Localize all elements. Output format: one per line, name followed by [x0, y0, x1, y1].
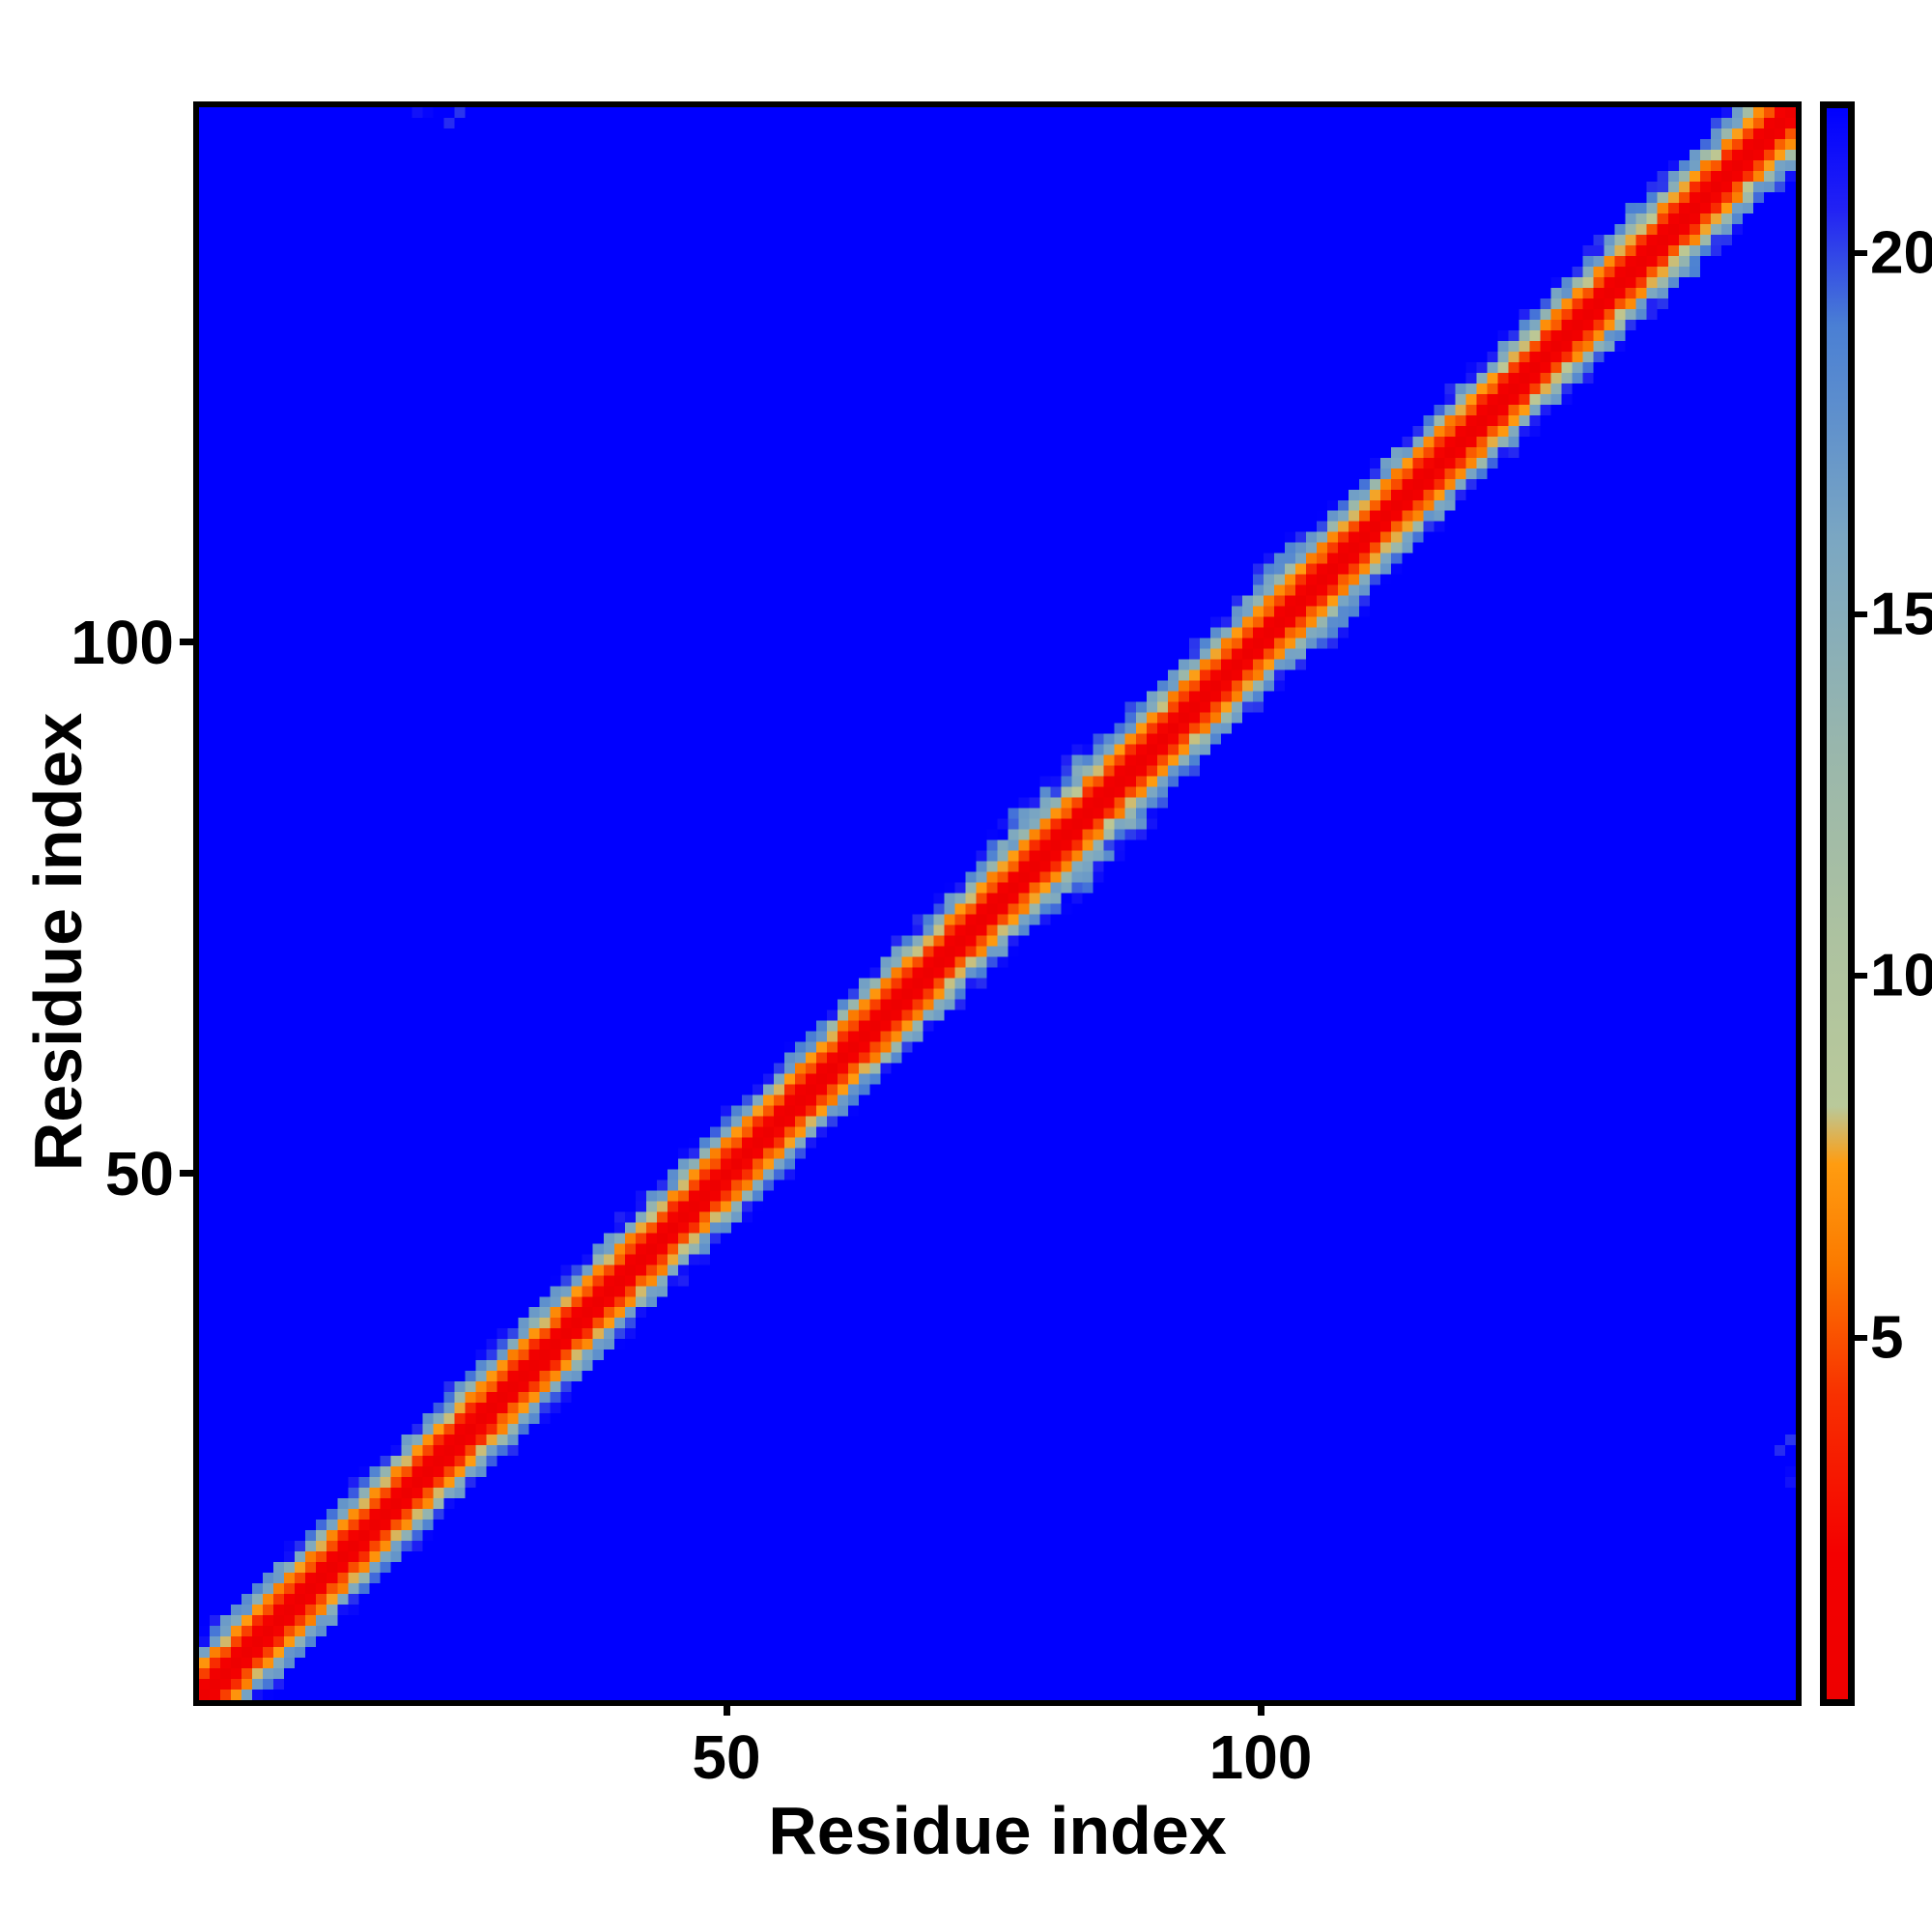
x-tick-mark-50	[724, 1700, 730, 1716]
y-axis-title: Residue index	[20, 712, 96, 1172]
colorbar-tick-label-20: 20	[1870, 219, 1932, 287]
heatmap-image	[199, 107, 1796, 1700]
y-tick-label-100: 100	[71, 608, 174, 677]
colorbar-tick-mark-20	[1855, 249, 1867, 256]
heatmap-plot-area	[193, 101, 1802, 1706]
colorbar-tick-mark-10	[1855, 973, 1867, 980]
x-tick-mark-100	[1258, 1700, 1264, 1716]
y-tick-label-50: 50	[104, 1139, 174, 1208]
colorbar-tick-label-10: 10	[1870, 942, 1932, 1009]
colorbar-tick-mark-15	[1855, 611, 1867, 618]
colorbar-gradient	[1827, 108, 1848, 1699]
y-tick-mark-100	[180, 639, 195, 645]
colorbar	[1820, 101, 1855, 1706]
x-tick-label-50: 50	[692, 1722, 761, 1792]
colorbar-tick-label-15: 15	[1870, 581, 1932, 648]
colorbar-group: 20 15 10 5	[1820, 101, 1932, 1706]
x-axis-title: Residue index	[768, 1793, 1227, 1868]
colorbar-tick-label-5: 5	[1870, 1304, 1904, 1372]
x-tick-label-100: 100	[1208, 1722, 1313, 1792]
colorbar-tick-mark-5	[1855, 1334, 1867, 1341]
y-tick-mark-50	[180, 1170, 195, 1177]
